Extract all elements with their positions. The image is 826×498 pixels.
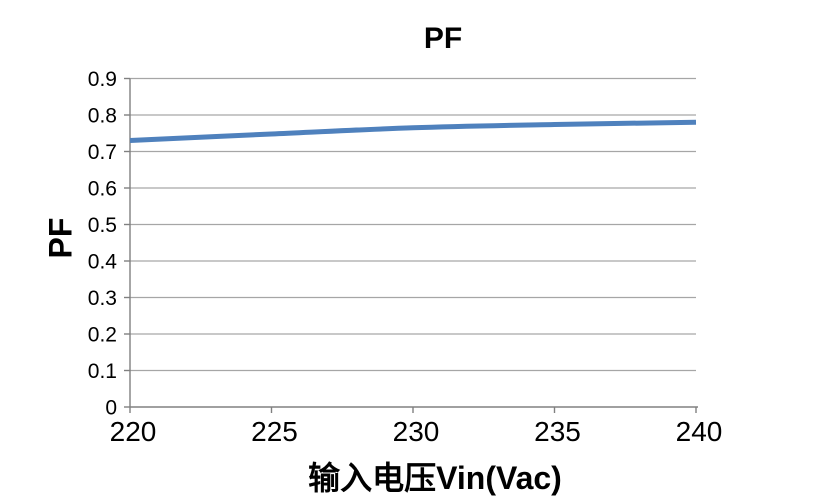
x-tick-label: 225 — [251, 416, 298, 447]
y-tick-label: 0.2 — [88, 324, 117, 347]
x-tick-label: 240 — [676, 416, 723, 447]
y-tick-label: 0.4 — [88, 251, 118, 274]
y-tick-label: 0 — [105, 397, 117, 420]
y-tick-label: 0.9 — [88, 68, 117, 91]
chart-title: PF — [423, 22, 463, 55]
y-tick-label: 0.7 — [88, 141, 117, 164]
data-line-pf — [129, 119, 697, 144]
x-tick-label: 235 — [534, 416, 581, 447]
x-axis-title: 输入电压Vin(Vac) — [308, 460, 562, 496]
x-tick-label: 230 — [393, 416, 440, 447]
x-tick-label: 220 — [110, 416, 157, 447]
y-tick-label: 0.1 — [88, 360, 117, 383]
y-tick-label: 0.8 — [88, 105, 117, 128]
y-tick-label: 0.6 — [88, 178, 117, 201]
y-tick-label: 0.3 — [88, 287, 117, 310]
y-tick-label: 0.5 — [88, 214, 117, 237]
